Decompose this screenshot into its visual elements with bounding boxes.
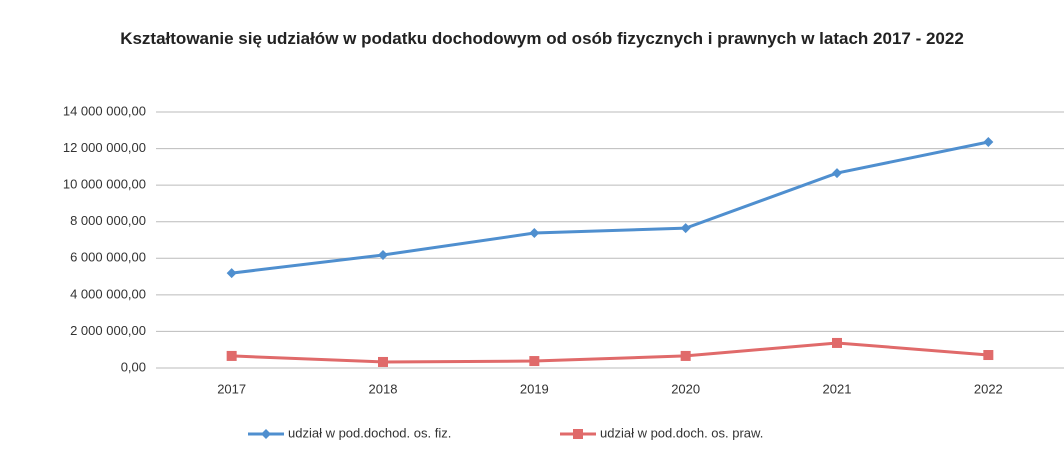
data-point bbox=[529, 356, 540, 367]
x-tick-label: 2020 bbox=[671, 381, 700, 396]
data-point bbox=[529, 228, 540, 239]
series-line bbox=[231, 140, 989, 275]
data-point bbox=[226, 350, 237, 361]
legend-label: udział w pod.doch. os. praw. bbox=[600, 425, 763, 440]
data-point bbox=[832, 337, 842, 348]
x-tick-label: 2019 bbox=[520, 381, 549, 396]
data-point bbox=[378, 356, 388, 367]
data-point bbox=[226, 268, 237, 279]
chart-title: Kształtowanie się udziałów w podatku doc… bbox=[120, 29, 964, 48]
data-point bbox=[680, 350, 691, 361]
x-tick-label: 2017 bbox=[217, 381, 246, 396]
y-tick-label: 8 000 000,00 bbox=[70, 213, 146, 228]
series-line bbox=[231, 341, 989, 364]
legend-label: udział w pod.dochod. os. fiz. bbox=[288, 425, 451, 440]
data-point bbox=[832, 168, 842, 179]
x-tick-label: 2018 bbox=[369, 381, 398, 396]
data-point bbox=[378, 249, 388, 260]
y-tick-label: 14 000 000,00 bbox=[63, 103, 146, 118]
data-point bbox=[983, 350, 994, 361]
legend-marker bbox=[573, 429, 583, 439]
y-tick-label: 0,00 bbox=[121, 359, 146, 374]
y-tick-label: 4 000 000,00 bbox=[70, 286, 146, 301]
data-point bbox=[680, 223, 691, 234]
x-tick-label: 2021 bbox=[823, 381, 852, 396]
x-tick-label: 2022 bbox=[974, 381, 1003, 396]
y-tick-label: 10 000 000,00 bbox=[63, 177, 146, 192]
y-tick-label: 12 000 000,00 bbox=[63, 140, 146, 155]
y-tick-label: 6 000 000,00 bbox=[70, 250, 146, 265]
legend-marker bbox=[261, 429, 271, 439]
data-point bbox=[983, 136, 994, 147]
y-tick-label: 2 000 000,00 bbox=[70, 323, 146, 338]
